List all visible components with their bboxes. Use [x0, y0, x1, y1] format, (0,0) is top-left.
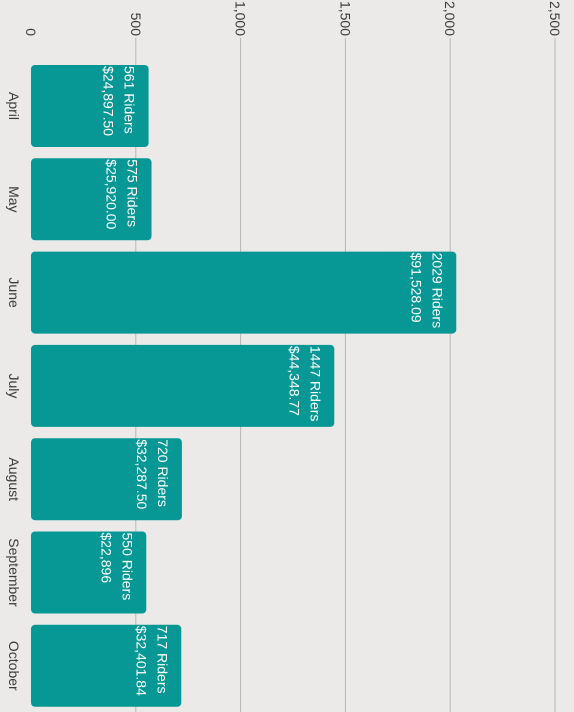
x-tick-label: 1,500: [337, 1, 353, 36]
category-label: April: [6, 92, 22, 120]
x-tick-label: 2,000: [442, 1, 458, 36]
data-label-riders: 550 Riders: [119, 533, 135, 601]
data-label-revenue: $91,528.09: [408, 253, 424, 323]
data-label-revenue: $32,401.84: [133, 626, 149, 696]
bar[interactable]: [31, 344, 335, 427]
bar[interactable]: [31, 531, 147, 614]
x-tick-label: 500: [128, 13, 144, 37]
x-tick-label: 2,500: [547, 1, 563, 36]
bar[interactable]: [31, 65, 149, 147]
category-label: September: [6, 538, 22, 607]
bar[interactable]: [31, 251, 457, 334]
data-label-revenue: $24,897.50: [101, 66, 117, 136]
data-label-revenue: $44,348.77: [286, 346, 302, 416]
category-label: August: [6, 457, 22, 501]
x-tick-label: 0: [23, 28, 39, 36]
data-label-riders: 575 Riders: [125, 159, 141, 227]
category-label: May: [6, 186, 22, 212]
data-label-revenue: $32,287.50: [134, 439, 150, 509]
data-label-riders: 2029 Riders: [429, 253, 445, 329]
data-label-riders: 561 Riders: [122, 66, 138, 134]
data-label-revenue: $22,896: [98, 533, 114, 584]
bar[interactable]: [31, 624, 182, 707]
category-label: October: [6, 641, 22, 691]
x-tick-label: 1,000: [233, 1, 249, 36]
data-label-riders: 717 Riders: [154, 626, 170, 694]
category-label: July: [6, 373, 22, 398]
data-label-riders: 1447 Riders: [307, 346, 323, 422]
bar[interactable]: [31, 158, 152, 241]
bar[interactable]: [31, 438, 182, 521]
category-label: June: [6, 277, 22, 308]
data-label-riders: 720 Riders: [155, 439, 171, 507]
data-label-revenue: $25,920.00: [104, 159, 120, 229]
